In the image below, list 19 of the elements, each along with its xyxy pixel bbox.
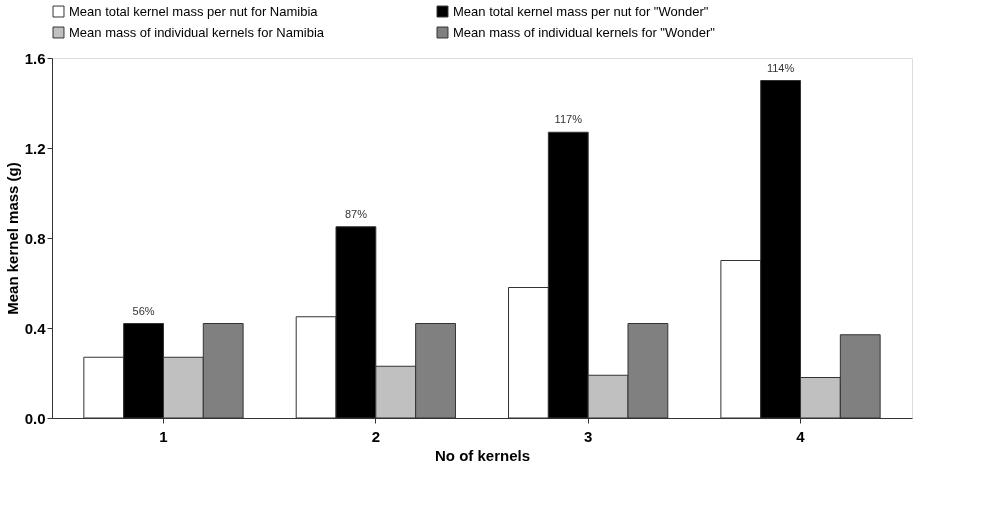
y-tick-label: 0.8 xyxy=(24,229,46,247)
y-tick-label: 0.0 xyxy=(24,409,46,427)
y-axis-title: Mean kernel mass (g) xyxy=(3,162,21,315)
annotation: 114% xyxy=(766,61,795,74)
y-tick-label: 1.6 xyxy=(24,49,46,67)
legend-label: Mean total kernel mass per nut for Namibia xyxy=(69,3,319,19)
annotation: 87% xyxy=(344,207,368,220)
x-axis-title: No of kernels xyxy=(434,446,531,464)
legend-label: Mean mass of individual kernels for "Wonder" xyxy=(453,24,716,40)
x-tick-label: 4 xyxy=(796,427,806,445)
annotation: 117% xyxy=(554,113,583,126)
x-tick-label: 1 xyxy=(159,427,168,445)
y-tick-label: 1.2 xyxy=(24,139,46,157)
x-tick-label: 3 xyxy=(584,427,593,445)
x-tick-label: 2 xyxy=(371,427,380,445)
y-tick-label: 0.4 xyxy=(24,319,47,337)
legend-label: Mean total kernel mass per nut for "Wonder" xyxy=(453,3,709,19)
annotation: 56% xyxy=(132,304,155,317)
legend-label: Mean mass of individual kernels for Namibia xyxy=(69,24,325,40)
